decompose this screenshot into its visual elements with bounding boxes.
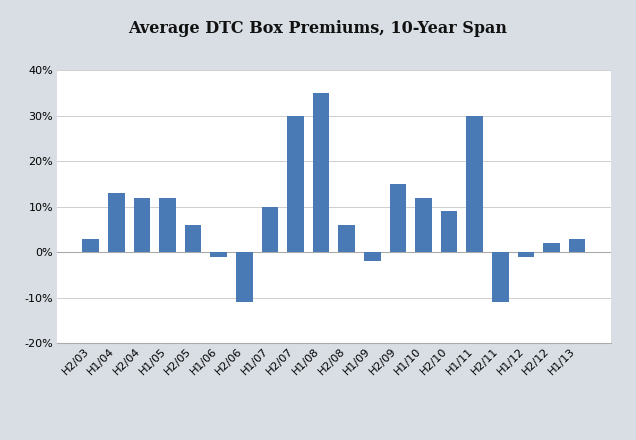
Bar — [441, 211, 457, 252]
Bar — [108, 193, 125, 252]
Bar — [466, 116, 483, 252]
Bar — [415, 198, 432, 252]
Bar — [211, 252, 227, 257]
Text: Average DTC Box Premiums, 10-Year Span: Average DTC Box Premiums, 10-Year Span — [128, 20, 508, 37]
Bar — [364, 252, 380, 261]
Bar — [543, 243, 560, 252]
Bar — [492, 252, 509, 302]
Bar — [83, 238, 99, 252]
Bar — [287, 116, 304, 252]
Bar — [236, 252, 252, 302]
Bar — [134, 198, 150, 252]
Bar — [338, 225, 355, 252]
Bar — [313, 93, 329, 252]
Bar — [159, 198, 176, 252]
Bar — [185, 225, 202, 252]
Bar — [390, 184, 406, 252]
Bar — [518, 252, 534, 257]
Bar — [261, 207, 278, 252]
Bar — [569, 238, 585, 252]
